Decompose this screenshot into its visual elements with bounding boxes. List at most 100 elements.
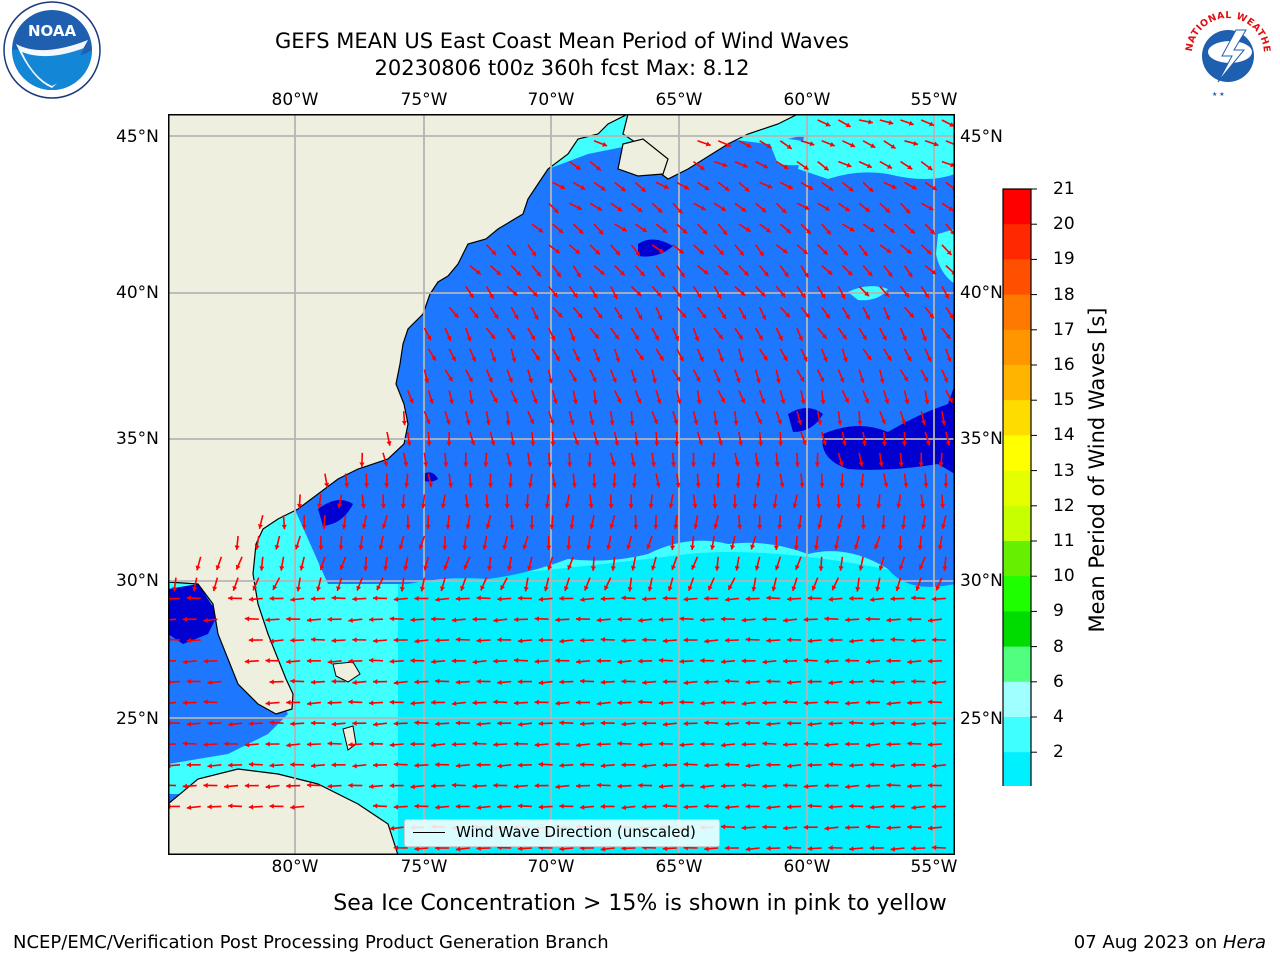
wind-arrow-head	[678, 248, 684, 254]
wind-arrow-head	[414, 762, 419, 768]
wind-arrow-head	[451, 356, 456, 362]
wind-arrow-head	[921, 420, 927, 425]
colorbar-label: Mean Period of Wind Waves [s]	[1085, 307, 1109, 633]
wind-arrow-head	[472, 659, 478, 665]
wind-arrow-head	[606, 544, 612, 550]
wind-arrow-head	[186, 762, 192, 768]
wind-arrow-head	[331, 678, 336, 685]
wind-arrow-head	[423, 462, 429, 467]
wind-arrow-head	[876, 503, 882, 509]
wind-arrow-head	[668, 503, 674, 509]
wind-arrow-head	[389, 825, 395, 831]
footer-date: 07 Aug 2023 on Hera	[1074, 932, 1266, 953]
wind-arrow-head	[755, 482, 761, 488]
wind-arrow-head	[724, 637, 730, 643]
wind-arrow-head	[595, 249, 600, 255]
wind-arrow-head	[662, 228, 668, 233]
wind-arrow-head	[517, 803, 523, 809]
wind-arrow-head	[626, 544, 632, 550]
wind-arrow-head	[797, 419, 803, 425]
wind-arrow-head	[828, 596, 833, 602]
wind-arrow-head	[463, 564, 469, 570]
wind-arrow-head	[555, 784, 560, 790]
wind-arrow-head	[228, 803, 233, 809]
wind-arrow-head	[677, 208, 683, 214]
wind-arrow-head	[828, 637, 833, 643]
wind-arrow-head	[376, 585, 382, 591]
wind-arrow-head	[890, 720, 895, 726]
wind-arrow-head	[719, 357, 724, 362]
wind-arrow-head	[596, 741, 602, 747]
ocean-cyan-patches	[398, 552, 955, 855]
wind-arrow-head	[752, 503, 758, 509]
wind-arrow-head	[866, 355, 872, 361]
wind-arrow-head	[404, 482, 410, 488]
wind-arrow-head	[754, 565, 760, 571]
wind-arrow-head	[602, 141, 608, 147]
wind-arrow-head	[612, 293, 618, 299]
footer-machine: Hera	[1222, 932, 1266, 953]
wind-arrow-head	[462, 545, 468, 550]
wind-arrow-head	[597, 205, 603, 211]
footer-org: NCEP/EMC/Verification Post Processing Pr…	[13, 932, 609, 953]
wind-arrow-head	[642, 596, 647, 602]
wind-arrow-head	[689, 545, 696, 550]
wind-arrow-head	[948, 397, 953, 403]
wind-arrow-head	[859, 378, 865, 383]
wind-arrow-head	[777, 419, 783, 425]
wind-arrow-head	[658, 741, 664, 747]
wind-arrow-head	[683, 680, 689, 686]
wind-arrow-head	[431, 699, 436, 706]
wind-arrow-head	[927, 742, 933, 748]
wind-arrow-head	[931, 763, 937, 769]
wind-arrow-head	[659, 271, 665, 277]
wind-arrow-head	[787, 720, 792, 726]
wind-arrow-head	[783, 164, 789, 169]
wind-arrow-head	[248, 761, 254, 767]
wind-arrow-head	[886, 825, 891, 831]
wind-arrow-head	[869, 596, 875, 603]
wind-arrow-head	[865, 783, 871, 789]
wind-arrow-head	[726, 142, 732, 147]
wind-arrow-head	[532, 291, 538, 297]
wind-arrow-head	[455, 763, 461, 769]
wind-arrow-head	[443, 565, 449, 570]
wind-arrow-head	[532, 398, 538, 404]
wind-arrow-head	[907, 616, 912, 622]
wind-arrow-head	[327, 741, 333, 747]
wind-arrow-head	[596, 617, 602, 623]
wind-arrow-head	[638, 782, 643, 789]
wind-arrow-head	[534, 742, 540, 748]
wind-arrow-head	[861, 334, 867, 340]
wind-arrow-head	[517, 638, 523, 644]
sea-ice-note: Sea Ice Concentration > 15% is shown in …	[333, 891, 947, 916]
wind-arrow-head	[373, 803, 378, 809]
wind-arrow-head	[699, 356, 704, 362]
wind-arrow-head	[926, 356, 932, 362]
wind-arrow-head	[636, 398, 642, 404]
wind-arrow-head	[586, 545, 592, 550]
wind-arrow-head	[870, 143, 876, 148]
wind-arrow-head	[742, 163, 748, 168]
wind-arrow-head	[931, 804, 937, 810]
wind-arrow-head	[448, 399, 454, 404]
wind-arrow-head	[269, 638, 275, 644]
wind-arrow-head	[885, 315, 891, 321]
wind-arrow-head	[901, 441, 908, 446]
wind-arrow-head	[754, 461, 760, 467]
wind-arrow-head	[698, 440, 703, 446]
wind-arrow-head	[655, 482, 661, 488]
wind-arrow-head	[837, 420, 843, 426]
wind-arrow-head	[734, 565, 740, 571]
wind-arrow-head	[662, 595, 668, 601]
wind-arrow-head	[296, 503, 303, 509]
wind-arrow-head	[463, 462, 469, 467]
wind-arrow-head	[511, 250, 517, 256]
wind-arrow-head	[907, 700, 912, 706]
wind-arrow-head	[515, 270, 521, 276]
wind-arrow-head	[348, 699, 353, 705]
wind-arrow-head	[699, 165, 705, 171]
wind-arrow-head	[510, 334, 515, 340]
wind-arrow-head	[646, 544, 652, 550]
wind-arrow-head	[476, 595, 481, 601]
